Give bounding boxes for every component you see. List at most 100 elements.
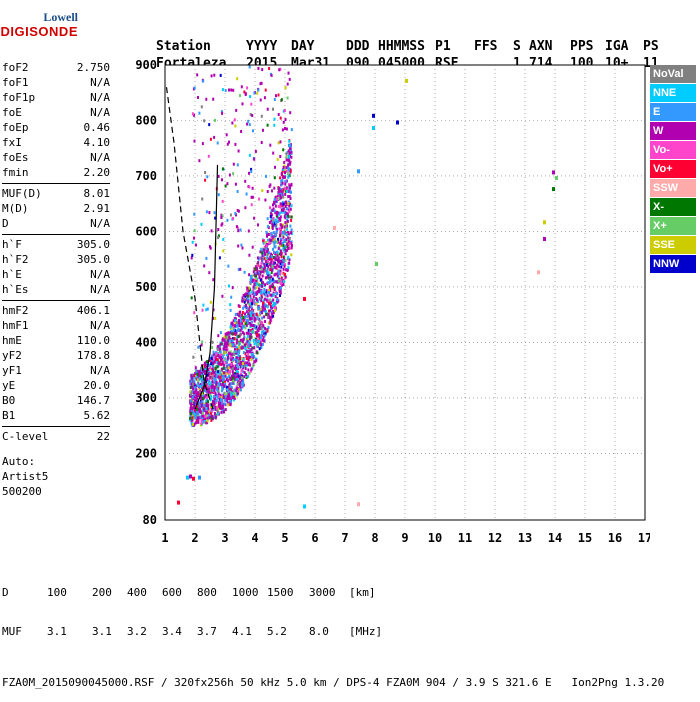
echo-point [263,334,266,338]
echo-point [260,256,263,260]
echo-point [243,365,246,369]
echo-point [266,267,269,271]
echo-point [214,357,217,361]
echo-point [287,236,290,240]
echo-point [245,348,248,352]
echo-point [256,280,259,284]
param-value: 406.1 [76,304,110,317]
echo-point [264,293,267,297]
echo-point [303,504,306,509]
echo-point [284,182,287,186]
echo-point [265,289,268,293]
echo-point [202,79,205,83]
echo-point [239,388,242,392]
echo-point [252,129,254,133]
echo-point [236,386,238,390]
echo-point [246,288,248,292]
echo-point [248,286,251,290]
param-row: h`F2 305.0 [2,252,110,267]
echo-point [193,387,196,391]
legend-entry: X- [650,198,696,216]
echo-point [250,203,253,207]
header-label: HHMMSS [378,39,425,54]
echo-point [270,315,273,319]
echo-point [208,358,211,362]
echo-point [216,358,219,362]
echo-point [246,297,249,301]
echo-point [245,192,248,196]
echo-point [253,301,256,305]
echo-point [247,328,250,332]
footer-cell: [km] [349,586,376,599]
echo-point [289,202,292,206]
echo-point [396,120,399,125]
echo-point [229,339,232,343]
echo-point [250,314,253,318]
echo-point [247,290,250,294]
echo-point [258,276,261,279]
echo-point [285,155,288,159]
echo-point [235,324,238,328]
echo-point [232,398,235,402]
echo-point [289,246,291,250]
echo-point [265,313,268,316]
echo-point [270,213,273,217]
echo-point [213,381,216,385]
echo-point [290,149,292,153]
echo-point [230,363,233,366]
echo-point [254,324,257,328]
echo-point [276,197,278,201]
echo-point [237,320,240,323]
echo-point [240,360,242,364]
echo-point [288,204,291,208]
echo-point [274,306,277,309]
echo-point [234,318,237,322]
echo-point [271,209,274,212]
echo-point [240,356,243,360]
echo-point [233,118,236,122]
echo-point [224,89,227,92]
echo-point [236,359,239,363]
echo-point [220,378,223,382]
echo-point [202,303,205,307]
echo-point [203,404,206,408]
echo-point [288,151,291,155]
echo-point [204,417,207,420]
echo-point [284,275,287,279]
echo-point [191,395,194,399]
legend-entry: NNW [650,255,696,273]
echo-point [253,267,256,270]
echo-point [266,123,269,127]
echo-point [284,252,287,256]
echo-point [267,233,270,236]
echo-point [269,293,272,297]
echo-point [203,402,206,406]
echo-point [210,385,213,389]
echo-point [276,228,279,231]
echo-point [232,172,235,176]
footer-file-line: FZA0M_2015090045000.RSF / 320fx256h 50 k… [2,676,665,689]
echo-point [221,385,224,389]
echo-point [210,411,213,415]
auto-code: 500200 [2,485,42,498]
echo-point [272,262,275,266]
param-value: N/A [90,151,110,164]
echo-point [286,242,289,246]
echo-point [222,347,225,351]
echo-point [246,361,249,365]
echo-point [262,299,265,303]
echo-point [251,310,254,314]
header-label: Station [156,39,211,54]
echo-point [249,95,252,99]
echo-point [259,278,262,282]
header-label: IGA [605,39,629,54]
echo-point [266,294,269,298]
echo-point [230,352,233,356]
echo-point [290,246,293,250]
echo-point [250,367,253,371]
echo-point [207,400,209,404]
echo-point [210,418,213,422]
echo-point [238,388,241,392]
echo-point [251,274,254,278]
echo-point [232,328,235,332]
